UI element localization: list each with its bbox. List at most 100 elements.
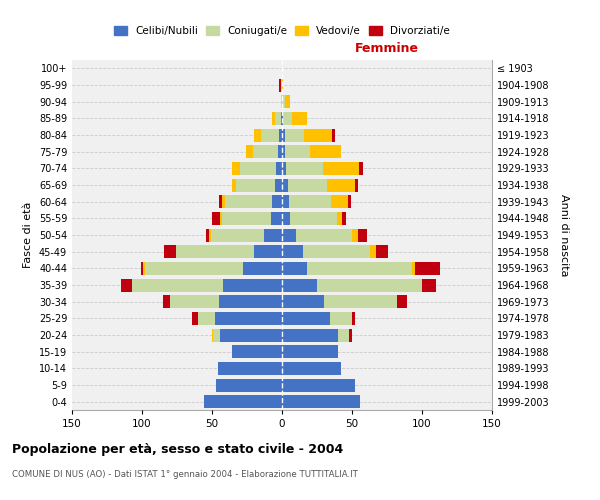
Bar (163, 295, 170, 308)
Bar (282, 395, 361, 408)
Bar (292, 112, 307, 125)
Bar (219, 295, 282, 308)
Bar (282, 328, 338, 342)
Bar (170, 295, 219, 308)
Y-axis label: Anni di nascita: Anni di nascita (559, 194, 569, 276)
Bar (223, 278, 282, 291)
Bar (281, 95, 282, 108)
Bar (278, 145, 282, 158)
Bar (285, 128, 304, 141)
Bar (358, 228, 367, 241)
Bar (282, 345, 338, 358)
Bar (355, 178, 358, 192)
Bar (349, 328, 352, 342)
Bar (348, 195, 350, 208)
Bar (272, 112, 275, 125)
Bar (254, 245, 282, 258)
Bar (303, 245, 370, 258)
Bar (209, 228, 211, 241)
Bar (282, 112, 283, 125)
Bar (283, 112, 292, 125)
Bar (140, 262, 143, 275)
Bar (232, 178, 236, 192)
Bar (219, 195, 222, 208)
Bar (412, 262, 415, 275)
Bar (327, 178, 355, 192)
Bar (310, 145, 341, 158)
Bar (282, 245, 303, 258)
Bar (352, 312, 355, 325)
Bar (216, 378, 282, 392)
Bar (282, 378, 355, 392)
Bar (275, 178, 282, 192)
Bar (287, 178, 327, 192)
Bar (281, 78, 282, 92)
Bar (264, 228, 282, 241)
Bar (272, 195, 282, 208)
Bar (206, 228, 209, 241)
Bar (285, 95, 290, 108)
Bar (282, 78, 283, 92)
Bar (164, 245, 176, 258)
Bar (282, 95, 285, 108)
Y-axis label: Fasce di età: Fasce di età (23, 202, 33, 268)
Bar (245, 145, 253, 158)
Bar (342, 212, 346, 225)
Bar (214, 328, 220, 342)
Bar (261, 128, 279, 141)
Bar (282, 162, 286, 175)
Bar (143, 262, 145, 275)
Bar (338, 328, 349, 342)
Bar (282, 312, 329, 325)
Bar (211, 228, 264, 241)
Bar (212, 328, 214, 342)
Bar (236, 178, 275, 192)
Bar (243, 262, 282, 275)
Bar (317, 278, 422, 291)
Bar (220, 212, 222, 225)
Bar (282, 295, 324, 308)
Bar (254, 128, 261, 141)
Text: COMUNE DI NUS (AO) - Dati ISTAT 1° gennaio 2004 - Elaborazione TUTTITALIA.IT: COMUNE DI NUS (AO) - Dati ISTAT 1° genna… (12, 470, 358, 479)
Bar (132, 278, 223, 291)
Bar (232, 162, 240, 175)
Bar (331, 195, 348, 208)
Bar (323, 162, 359, 175)
Bar (281, 112, 282, 125)
Bar (279, 128, 282, 141)
Bar (271, 212, 282, 225)
Legend: Celibi/Nubili, Coniugati/e, Vedovi/e, Divorziati/e: Celibi/Nubili, Coniugati/e, Vedovi/e, Di… (111, 23, 453, 40)
Bar (415, 262, 440, 275)
Bar (289, 195, 331, 208)
Bar (203, 395, 282, 408)
Bar (232, 345, 282, 358)
Bar (286, 162, 323, 175)
Bar (329, 312, 352, 325)
Bar (352, 228, 358, 241)
Bar (324, 295, 397, 308)
Bar (296, 228, 352, 241)
Bar (145, 262, 243, 275)
Bar (282, 362, 341, 375)
Bar (222, 212, 271, 225)
Text: Popolazione per età, sesso e stato civile - 2004: Popolazione per età, sesso e stato civil… (12, 442, 343, 456)
Bar (176, 245, 254, 258)
Bar (397, 295, 407, 308)
Bar (253, 145, 278, 158)
Bar (307, 262, 412, 275)
Bar (212, 212, 220, 225)
Bar (282, 212, 290, 225)
Bar (282, 195, 289, 208)
Bar (370, 245, 376, 258)
Bar (275, 112, 281, 125)
Bar (240, 162, 277, 175)
Bar (198, 312, 215, 325)
Bar (282, 228, 296, 241)
Bar (277, 162, 282, 175)
Bar (222, 195, 224, 208)
Bar (282, 278, 317, 291)
Bar (282, 178, 287, 192)
Bar (285, 145, 310, 158)
Bar (279, 78, 281, 92)
Bar (290, 212, 337, 225)
